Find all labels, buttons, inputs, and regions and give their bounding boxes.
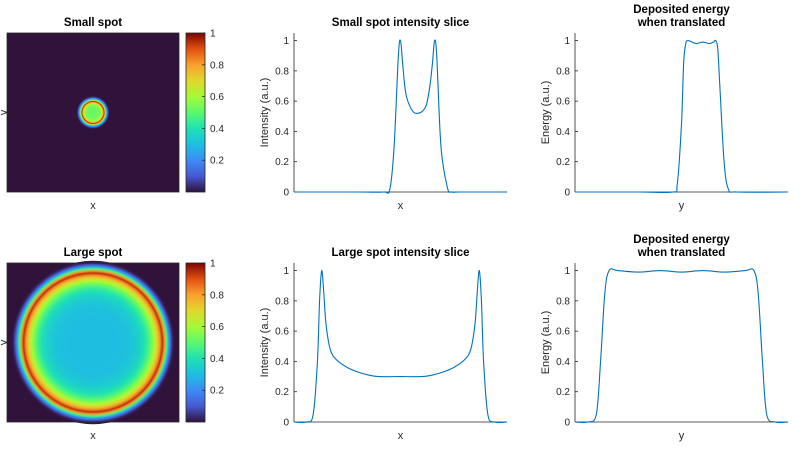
y-tick-label: 0.8 — [275, 296, 289, 307]
y-axis-label: Intensity (a.u.) — [259, 78, 271, 148]
colorbar-tick-label: 0.2 — [210, 386, 224, 397]
y-tick-label: 0.6 — [556, 327, 570, 338]
x-axis-label: y — [679, 200, 685, 212]
colorbar-frame — [185, 262, 206, 423]
chart-panel-3: 0 0.2 0.4 0.6 0.8 1 Deposited energy when trans… — [540, 4, 789, 212]
series-line — [574, 39, 789, 194]
y-tick-label: 0.2 — [275, 157, 289, 168]
heatmap-frame — [6, 32, 180, 193]
y-axis-label: Energy (a.u.) — [540, 81, 552, 145]
y-tick-label: 1 — [564, 266, 570, 277]
x-axis-label: x — [90, 200, 96, 212]
y-tick-label: 0.4 — [275, 357, 289, 368]
colorbar — [186, 33, 205, 192]
colorbar-tick-label: 1 — [210, 259, 216, 270]
y-tick-label: 0 — [564, 188, 570, 199]
x-axis-label: x — [398, 200, 404, 212]
y-axis-label: y — [0, 109, 10, 115]
x-axis-label: x — [398, 430, 404, 442]
y-axis-label: Intensity (a.u.) — [259, 308, 271, 378]
colorbar-tick-label: 1 — [210, 29, 216, 40]
y-tick-label: 0.4 — [556, 127, 570, 138]
chart-title: Small spot — [64, 17, 122, 29]
y-axis-label: y — [0, 339, 10, 345]
y-tick-label: 0.4 — [275, 127, 289, 138]
colorbar-tick-label: 0.2 — [210, 156, 224, 167]
colorbar-tick-label: 0.8 — [210, 60, 224, 71]
y-tick-label: 1 — [564, 36, 570, 47]
y-tick-label: 0 — [283, 188, 289, 199]
y-axis-label: Energy (a.u.) — [540, 311, 552, 375]
chart-title: Large spot intensity slice — [331, 247, 469, 259]
spot-image — [11, 260, 175, 425]
y-tick-label: 0.2 — [556, 157, 570, 168]
series-line — [574, 268, 789, 424]
series-line — [293, 270, 508, 424]
y-tick-label: 0.6 — [275, 327, 289, 338]
chart-title: Small spot intensity slice — [332, 17, 469, 29]
colorbar-tick-label: 0.6 — [210, 322, 224, 333]
chart-panel-6: 0 0.2 0.4 0.6 0.8 1 Deposited energy when trans… — [540, 234, 789, 442]
y-tick-label: 0.6 — [275, 97, 289, 108]
y-tick-label: 0.8 — [556, 66, 570, 77]
y-tick-label: 0.4 — [556, 357, 570, 368]
y-tick-label: 1 — [283, 36, 289, 47]
x-axis-label: y — [679, 430, 685, 442]
chart-panel-5: 0 0.2 0.4 0.6 0.8 1 Large spot intensity slice… — [259, 247, 508, 442]
chart-title: Deposited energy when translated — [633, 234, 730, 259]
y-tick-label: 0.8 — [275, 66, 289, 77]
chart-panel-1: Small spot x y 0.2 0.4 0.6 0.8 1 — [0, 17, 224, 212]
y-tick-label: 0.8 — [556, 296, 570, 307]
chart-title: Large spot — [64, 247, 123, 259]
y-tick-label: 0 — [564, 418, 570, 429]
spot-image — [76, 95, 110, 130]
x-axis-label: x — [90, 430, 96, 442]
colorbar — [186, 263, 205, 422]
y-tick-label: 0.2 — [556, 387, 570, 398]
chart-panel-2: 0 0.2 0.4 0.6 0.8 1 Small spot intensity slice… — [259, 17, 507, 212]
y-tick-label: 0.6 — [556, 97, 570, 108]
colorbar-tick-label: 0.6 — [210, 92, 224, 103]
y-tick-label: 0 — [283, 418, 289, 429]
heatmap-frame — [6, 262, 180, 423]
y-tick-label: 0.2 — [275, 387, 289, 398]
chart-panel-4: Large spot x y 0.2 0.4 0.6 0.8 1 — [0, 247, 224, 442]
colorbar-tick-label: 0.4 — [210, 354, 224, 365]
series-line — [293, 39, 507, 194]
y-tick-label: 1 — [283, 266, 289, 277]
colorbar-tick-label: 0.4 — [210, 124, 224, 135]
colorbar-tick-label: 0.8 — [210, 290, 224, 301]
chart-title: Deposited energy when translated — [633, 4, 730, 29]
colorbar-frame — [185, 32, 206, 193]
